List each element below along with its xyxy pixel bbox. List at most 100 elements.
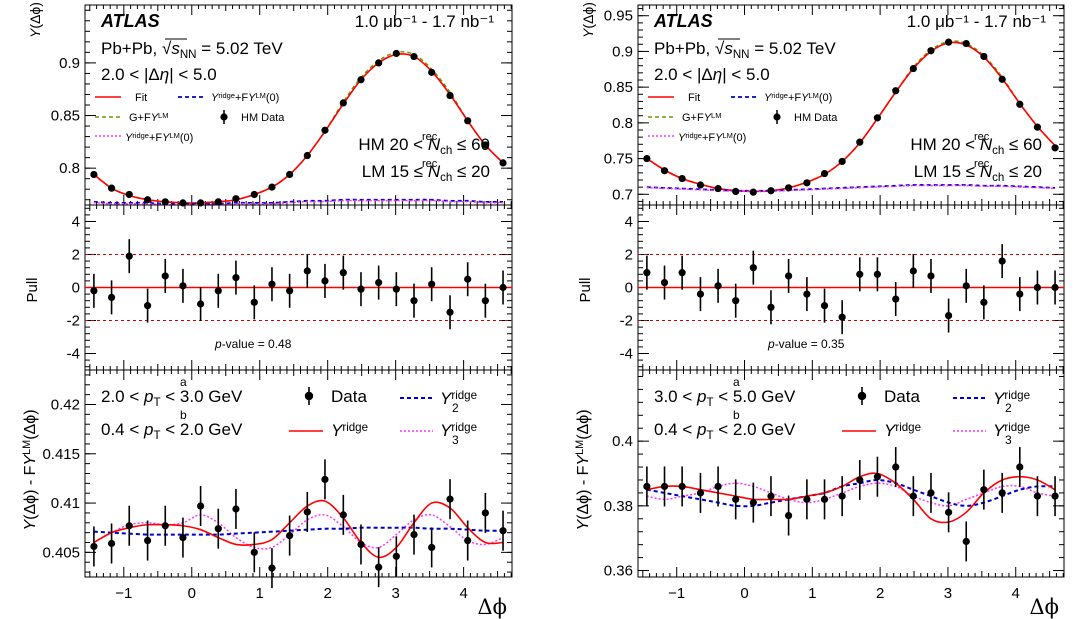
y-axis-label-bottom: Y(Δϕ) - FYLM(Δϕ) xyxy=(574,409,592,530)
panel-right-pull: -4 -2 0 2 4 p-value = 0.35 Pull xyxy=(577,204,1065,371)
data-point xyxy=(232,505,240,513)
hm-data-point xyxy=(678,174,686,183)
data-point xyxy=(464,536,472,545)
energy-label: Pb+Pb, √sNN = 5.02 TeV xyxy=(654,39,836,61)
y-tick-label: 0.7 xyxy=(612,186,633,203)
data-point xyxy=(321,475,329,484)
lm-label: LM 15 ≤ Nch ≤ 20 xyxy=(914,162,1042,184)
hm-data-point xyxy=(714,184,722,193)
legend-data-label: Data xyxy=(331,387,367,406)
hm-data-point xyxy=(250,190,258,199)
pull-point xyxy=(375,278,383,287)
pull-point xyxy=(410,297,418,305)
pull-point xyxy=(392,285,400,293)
data-point xyxy=(892,463,900,471)
pull-point xyxy=(232,274,240,282)
pull-point xyxy=(998,257,1006,265)
hm-data-point xyxy=(321,126,329,134)
hm-data-point xyxy=(1016,100,1024,108)
x-tick-label: −1 xyxy=(668,585,685,602)
legend-data-label: Data xyxy=(884,387,920,406)
pull-point xyxy=(803,290,811,298)
pull-point xyxy=(303,267,311,275)
panel-left-pull: -4 -2 0 2 4 p-value = 0.48 Pull xyxy=(24,204,513,371)
x-axis-label: Δϕ xyxy=(478,595,507,619)
hm-data-point xyxy=(767,187,775,195)
x-tick-label: 1 xyxy=(256,585,264,602)
pull-point xyxy=(873,270,882,278)
y2-ridge-curve xyxy=(93,198,504,205)
data-point xyxy=(732,495,740,503)
pull-point xyxy=(1033,283,1042,292)
pvalue-label: p-value = 0.48 xyxy=(214,337,292,351)
pull-point xyxy=(179,282,187,290)
x-tick-label: 3 xyxy=(944,585,952,602)
y-tick-label: 0.4 xyxy=(612,433,633,450)
data-point xyxy=(678,482,686,491)
legend-y2-label: Yridge+FYLM(0) xyxy=(764,91,832,104)
hm-data-point xyxy=(499,159,507,167)
y-tick-label: -4 xyxy=(67,346,80,363)
data-point xyxy=(1051,492,1059,500)
y-tick-label: 4 xyxy=(72,214,80,231)
y-tick-label: -2 xyxy=(620,313,633,330)
hm-data-point xyxy=(90,170,98,179)
data-point xyxy=(838,492,846,500)
lm-rec-sup: rec xyxy=(974,158,990,170)
data-point xyxy=(250,548,258,556)
legend-y3-label: Yridge xyxy=(440,421,477,440)
y-axis-label-pull: Pull xyxy=(24,277,41,302)
hm-data-point xyxy=(286,170,294,179)
hm-data-point xyxy=(339,99,347,107)
data-point xyxy=(873,473,882,481)
x-tick-label: 2 xyxy=(876,585,884,602)
pull-point xyxy=(784,272,793,280)
pull-point xyxy=(1051,283,1059,292)
y-tick-label: 0.415 xyxy=(42,446,80,463)
pull-point xyxy=(820,302,829,310)
hm-data-point xyxy=(446,91,454,100)
pull-point xyxy=(90,287,98,295)
legend-fit-label: Fit xyxy=(688,92,700,104)
y3-ridge-curve xyxy=(93,513,504,550)
hm-data-point xyxy=(856,138,864,146)
pull-point xyxy=(161,272,169,280)
pull-point xyxy=(321,277,329,285)
y-tick-label: 0.36 xyxy=(604,563,633,580)
legend-y3-sub: 3 xyxy=(452,433,459,447)
hm-data-point xyxy=(998,75,1006,83)
pull-point xyxy=(714,282,722,290)
pull-point xyxy=(678,269,686,277)
y-tick-label: 0.75 xyxy=(604,151,633,168)
pull-point xyxy=(464,275,472,283)
pull-point xyxy=(767,303,775,311)
pull-point xyxy=(107,293,116,301)
data-point xyxy=(714,482,722,491)
data-point xyxy=(980,486,988,494)
y-tick-label: 0.41 xyxy=(51,495,80,512)
data-point xyxy=(803,495,811,503)
y-tick-label: 0.95 xyxy=(604,8,633,25)
data-point xyxy=(446,495,454,503)
hm-data-point xyxy=(1051,144,1059,152)
pull-point xyxy=(214,287,222,295)
y-tick-label: 0.38 xyxy=(604,498,633,515)
x-tick-label: −1 xyxy=(115,585,132,602)
pull-point xyxy=(962,282,970,290)
hm-data-point xyxy=(643,154,651,163)
data-point xyxy=(161,522,169,530)
legend-fit-label: Fit xyxy=(135,92,147,104)
hm-data-point xyxy=(125,190,133,199)
data-point xyxy=(481,509,489,517)
x-tick-label: 4 xyxy=(1012,585,1020,602)
legend-y3-label: Yridge xyxy=(993,421,1030,440)
hm-data-point xyxy=(696,181,705,189)
hm-data-point xyxy=(873,114,882,122)
pull-point xyxy=(143,302,152,310)
legend-g-label: G+FYLM xyxy=(129,111,168,124)
data-point xyxy=(339,511,347,519)
data-point xyxy=(749,499,757,507)
data-point xyxy=(107,539,116,548)
y-tick-label: 0.85 xyxy=(604,79,633,96)
